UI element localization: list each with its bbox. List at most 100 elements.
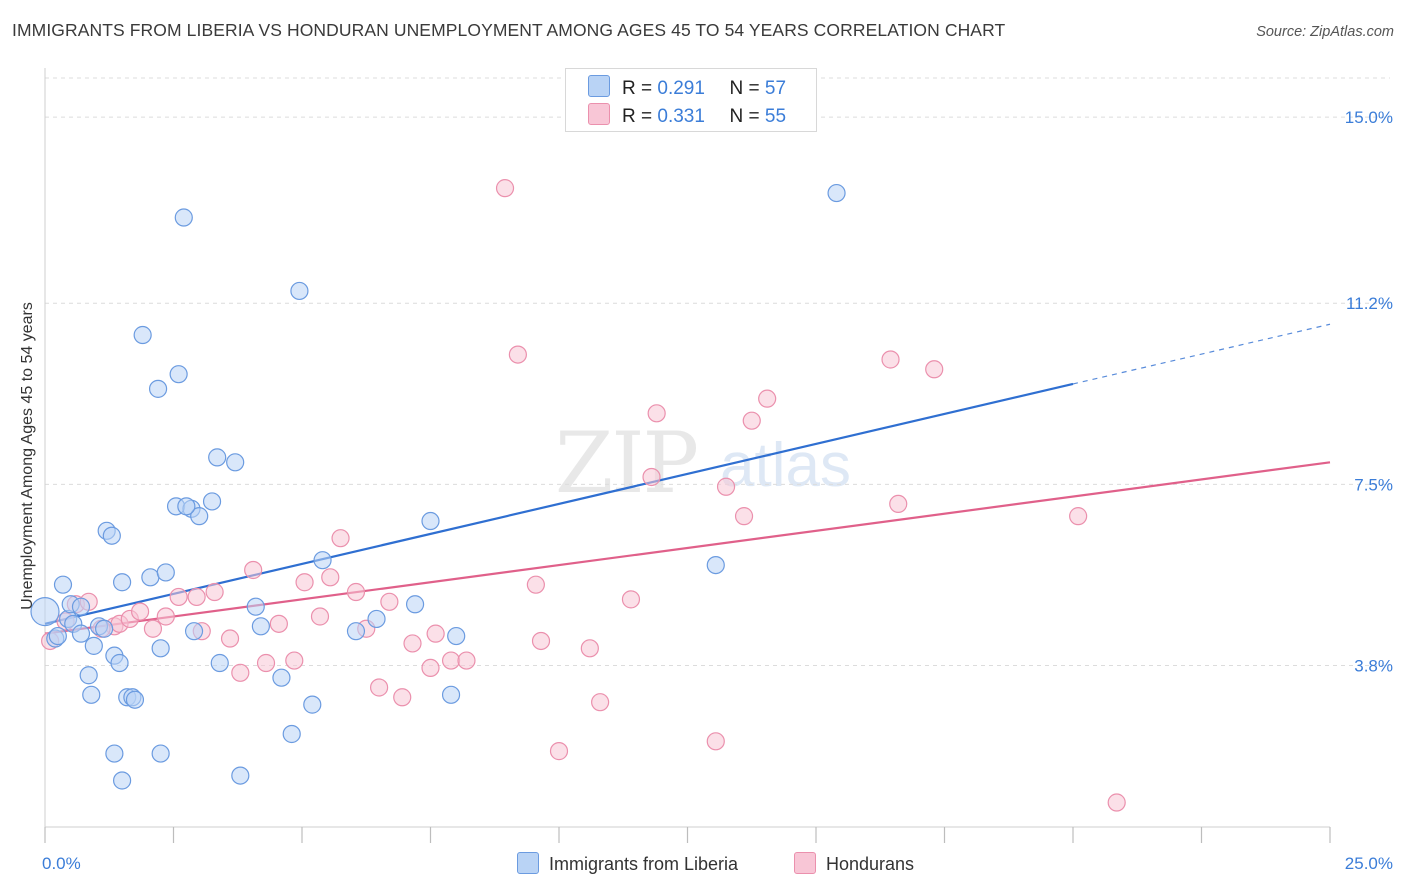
point-hondurans bbox=[321, 568, 340, 587]
point-hondurans bbox=[889, 494, 908, 514]
point-liberia bbox=[272, 668, 291, 687]
y-tick-label: 11.2% bbox=[1346, 294, 1393, 313]
legend-swatch-hondurans bbox=[588, 103, 610, 125]
point-hondurans bbox=[647, 404, 666, 423]
legend-n-label: N = bbox=[729, 78, 760, 99]
legend-n-value-liberia: 57 bbox=[764, 78, 787, 99]
point-liberia bbox=[82, 685, 101, 704]
trend-line-liberia-extension bbox=[1072, 323, 1331, 385]
point-liberia bbox=[156, 563, 175, 582]
point-hondurans bbox=[734, 507, 754, 526]
point-hondurans bbox=[256, 653, 276, 673]
point-liberia bbox=[112, 573, 132, 592]
correlation-legend: R = 0.291 N = 57 R = 0.331 N = 55 bbox=[565, 68, 817, 132]
bottom-legend-label-hondurans: Hondurans bbox=[826, 854, 915, 874]
point-hondurans bbox=[591, 693, 610, 712]
x-tick-label: 0.0% bbox=[42, 854, 81, 873]
point-liberia bbox=[290, 281, 309, 301]
point-liberia bbox=[95, 619, 114, 638]
point-liberia bbox=[405, 595, 425, 614]
point-liberia bbox=[827, 183, 846, 203]
bottom-legend-label-liberia: Immigrants from Liberia bbox=[549, 854, 739, 874]
point-hondurans bbox=[370, 678, 389, 697]
point-hondurans bbox=[1069, 507, 1088, 526]
point-hondurans bbox=[156, 607, 175, 626]
point-hondurans bbox=[393, 688, 412, 707]
point-liberia bbox=[169, 365, 188, 384]
point-hondurans bbox=[346, 582, 366, 602]
point-hondurans bbox=[441, 651, 461, 670]
legend-row-liberia: R = 0.291 N = 57 bbox=[588, 75, 787, 99]
point-liberia bbox=[210, 653, 229, 673]
point-hondurans bbox=[310, 607, 330, 626]
point-liberia bbox=[71, 597, 91, 616]
point-liberia bbox=[148, 379, 168, 398]
chart-title: IMMIGRANTS FROM LIBERIA VS HONDURAN UNEM… bbox=[12, 20, 1006, 40]
legend-r-value-liberia: 0.291 bbox=[657, 78, 705, 99]
bottom-legend-swatch-liberia bbox=[517, 852, 539, 874]
point-liberia bbox=[202, 492, 222, 511]
zipatlas-watermark: ZIP atlas bbox=[555, 414, 851, 512]
point-liberia bbox=[246, 597, 265, 616]
point-liberia bbox=[79, 666, 98, 685]
point-hondurans bbox=[457, 651, 476, 670]
point-hondurans bbox=[495, 179, 515, 198]
point-liberia bbox=[133, 325, 152, 345]
point-liberia bbox=[190, 507, 209, 526]
point-hondurans bbox=[380, 592, 399, 611]
legend-swatch-liberia bbox=[588, 75, 610, 97]
point-liberia bbox=[251, 617, 270, 636]
tick-labels: 3.8% 7.5% 11.2% 15.0% 0.0% 25.0% bbox=[42, 108, 1393, 873]
point-liberia bbox=[151, 744, 170, 763]
point-hondurans bbox=[220, 629, 240, 648]
point-liberia bbox=[30, 597, 60, 627]
point-liberia bbox=[105, 744, 124, 763]
point-liberia bbox=[53, 575, 73, 594]
point-hondurans bbox=[403, 634, 422, 653]
legend-r-label: R = bbox=[622, 106, 653, 127]
point-hondurans bbox=[244, 560, 263, 580]
point-liberia bbox=[226, 453, 245, 472]
point-liberia bbox=[48, 626, 67, 646]
point-liberia bbox=[112, 771, 132, 790]
point-hondurans bbox=[549, 742, 569, 761]
point-hondurans bbox=[526, 575, 545, 594]
legend-row-hondurans: R = 0.331 N = 55 bbox=[588, 103, 787, 127]
point-hondurans bbox=[331, 529, 350, 548]
bottom-legend-liberia: Immigrants from Liberia bbox=[517, 852, 738, 876]
x-tick-label: 25.0% bbox=[1345, 854, 1393, 873]
bottom-legend-hondurans: Hondurans bbox=[794, 852, 914, 876]
point-hondurans bbox=[231, 663, 250, 682]
point-liberia bbox=[177, 497, 196, 516]
point-liberia bbox=[151, 639, 170, 658]
point-hondurans bbox=[742, 411, 761, 430]
svg-text:atlas: atlas bbox=[720, 431, 851, 500]
point-liberia bbox=[208, 448, 227, 467]
point-liberia bbox=[367, 609, 386, 629]
source-credit: Source: ZipAtlas.com bbox=[1256, 24, 1394, 40]
point-liberia bbox=[447, 626, 466, 646]
point-hondurans bbox=[269, 614, 288, 633]
point-liberia bbox=[231, 766, 250, 785]
y-tick-label: 7.5% bbox=[1354, 475, 1393, 494]
point-hondurans bbox=[508, 345, 527, 364]
bottom-legend-swatch-hondurans bbox=[794, 852, 816, 874]
y-tick-label: 15.0% bbox=[1345, 108, 1393, 127]
point-hondurans bbox=[205, 582, 224, 602]
legend-r-value-hondurans: 0.331 bbox=[657, 106, 705, 127]
y-axis-label: Unemployment Among Ages 45 to 54 years bbox=[19, 302, 36, 610]
point-liberia bbox=[71, 624, 91, 643]
legend-n-value-hondurans: 55 bbox=[764, 106, 787, 127]
point-liberia bbox=[110, 653, 129, 673]
point-hondurans bbox=[925, 360, 944, 379]
point-liberia bbox=[303, 695, 322, 714]
data-points bbox=[30, 179, 1126, 812]
point-liberia bbox=[421, 511, 440, 531]
point-hondurans bbox=[421, 658, 440, 677]
point-liberia bbox=[141, 568, 160, 587]
point-hondurans bbox=[130, 602, 150, 621]
svg-text:ZIP: ZIP bbox=[555, 414, 697, 512]
point-hondurans bbox=[881, 350, 900, 369]
point-liberia bbox=[84, 636, 103, 655]
axes bbox=[44, 68, 1331, 843]
